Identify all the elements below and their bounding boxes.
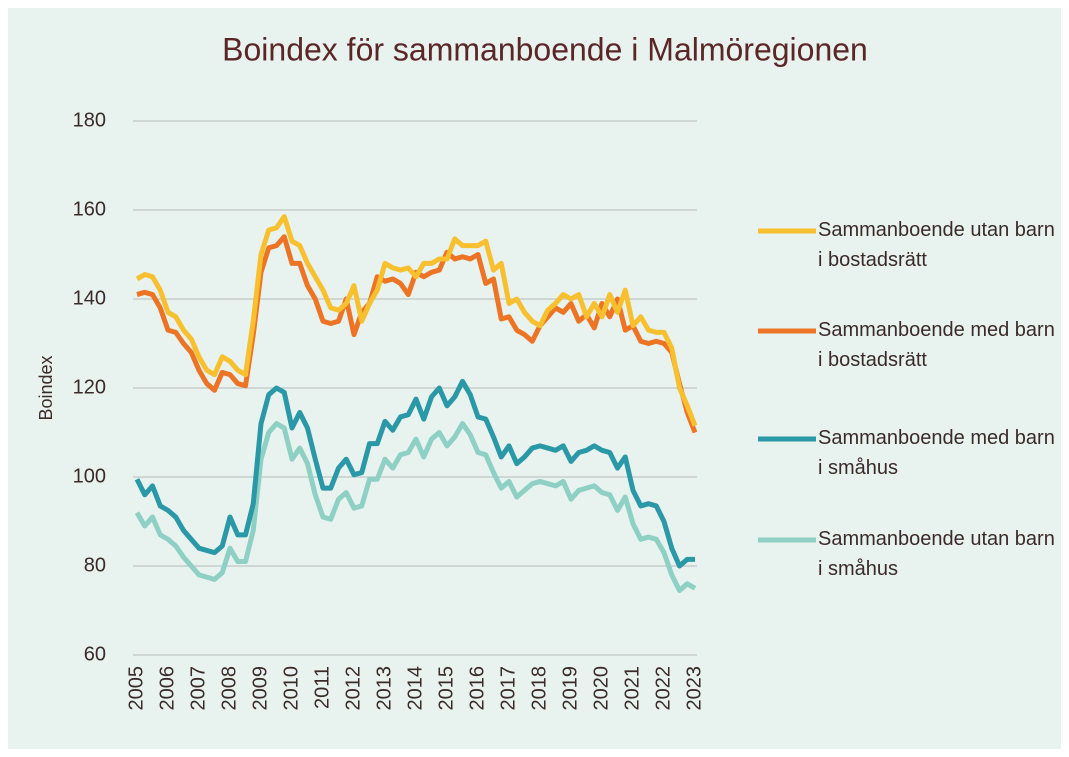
x-tick-label: 2019 [559,666,581,711]
x-tick-label: 2014 [404,666,426,711]
x-tick-label: 2007 [187,666,209,711]
chart-background [8,8,1061,749]
x-tick-label: 2017 [497,666,519,711]
y-tick-label: 100 [73,465,106,487]
chart-title: Boindex för sammanboende i Malmöregionen [222,31,868,67]
series-line [135,214,698,427]
x-tick-label: 2008 [218,666,240,711]
x-tick-label: 2016 [466,666,488,711]
x-tick-label: 2010 [280,666,302,711]
x-tick-label: 2012 [342,666,364,711]
x-tick-label: 2006 [156,666,178,711]
legend-label: Sammanboende med barn i småhus [818,427,1055,479]
x-tick-label: 2022 [652,666,674,711]
legend-label: Sammanboende utan barn i småhus [818,528,1055,580]
series-line [134,421,697,593]
x-tick-label: 2011 [311,666,333,709]
y-tick-label: 120 [73,376,106,398]
x-tick-label: 2023 [683,666,705,711]
x-tick-label: 2018 [528,666,550,711]
series-line [134,378,695,569]
x-tick-label: 2009 [249,666,271,711]
y-tick-label: 60 [84,643,106,665]
y-tick-label: 180 [73,109,106,131]
y-axis-label: Boindex [36,355,56,420]
x-tick-label: 2005 [125,666,147,711]
x-tick-label: 2013 [373,666,395,711]
y-tick-label: 140 [73,287,106,309]
x-tick-label: 2015 [435,666,457,711]
x-tick-label: 2021 [621,666,643,711]
y-tick-label: 160 [73,198,106,220]
legend-label: Sammanboende med barn i bostadsrätt [818,319,1055,371]
x-tick-label: 2020 [590,666,612,711]
y-tick-label: 80 [84,554,106,576]
legend-label: Sammanboende utan barn i bostadsrätt [818,219,1055,271]
